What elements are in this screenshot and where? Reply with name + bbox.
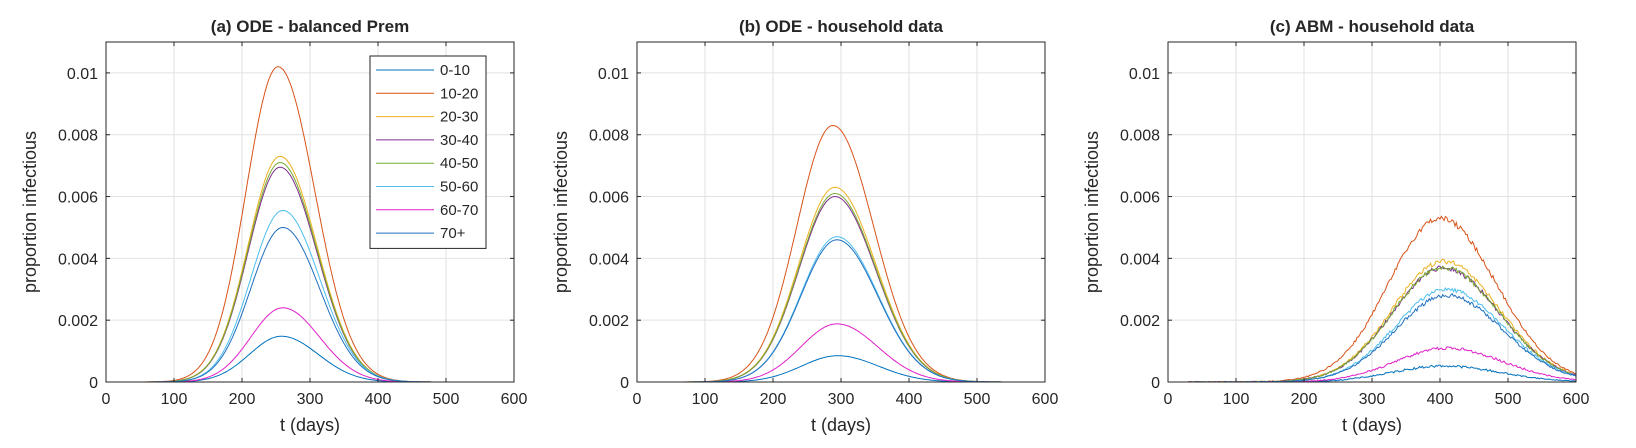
- legend-label-5: 40-50: [440, 155, 478, 172]
- legend-box: [369, 55, 487, 249]
- x-tick-label: 100: [1223, 391, 1250, 408]
- x-axis-label: t (days): [811, 415, 871, 435]
- y-tick-label: 0.004: [589, 251, 629, 268]
- y-tick-label: 0.008: [58, 128, 98, 145]
- chart-title: (a) ODE - balanced Prem: [211, 17, 409, 36]
- x-axis-label: t (days): [280, 415, 340, 435]
- y-tick-label: 0.006: [58, 190, 98, 207]
- x-tick-label: 500: [964, 391, 991, 408]
- x-tick-label: 500: [1495, 391, 1522, 408]
- x-tick-label: 0: [102, 391, 111, 408]
- x-tick-label: 100: [161, 391, 188, 408]
- legend-label-6: 50-60: [440, 179, 478, 196]
- x-tick-label: 200: [1291, 391, 1318, 408]
- legend-label-2: 10-20: [440, 85, 478, 102]
- y-tick-label: 0.008: [589, 128, 629, 145]
- legend-label-7: 60-70: [440, 202, 478, 219]
- y-tick-label: 0.002: [58, 313, 98, 330]
- y-tick-label: 0.006: [589, 190, 629, 207]
- y-axis-label: proportion infectious: [551, 131, 571, 293]
- y-axis-label: proportion infectious: [20, 131, 40, 293]
- y-tick-label: 0.004: [58, 251, 98, 268]
- x-tick-label: 0: [1164, 391, 1173, 408]
- chart-panel-3: 0 100 200 300 400 500 600 0 0.002 0.004 0.006 0.008…: [1082, 17, 1589, 435]
- y-tick-label: 0.008: [1120, 128, 1160, 145]
- x-tick-label: 600: [1032, 391, 1059, 408]
- y-tick-label: 0.004: [1120, 251, 1160, 268]
- y-tick-label: 0.002: [1120, 313, 1160, 330]
- x-tick-label: 200: [760, 391, 787, 408]
- x-tick-label: 500: [433, 391, 460, 408]
- x-tick-label: 400: [896, 391, 923, 408]
- y-tick-label: 0.01: [1129, 66, 1160, 83]
- chart-panel-1: 0 100 200 300 400 500 600 0 0.002 0.004 0.006 0.008…: [20, 17, 527, 435]
- x-tick-label: 200: [229, 391, 256, 408]
- legend-label-8: 70+: [440, 225, 466, 242]
- x-tick-label: 600: [1563, 391, 1590, 408]
- legend: 0-10 10-20 20-30 30-40 40-50 50-60 60-70 70+: [369, 55, 487, 249]
- x-tick-label: 0: [633, 391, 642, 408]
- chart-title: (c) ABM - household data: [1270, 17, 1475, 36]
- legend-label-4: 30-40: [440, 132, 478, 149]
- y-tick-label: 0.006: [1120, 190, 1160, 207]
- x-tick-label: 300: [297, 391, 324, 408]
- y-tick-label: 0.002: [589, 313, 629, 330]
- legend-label-3: 20-30: [440, 109, 478, 126]
- y-tick-label: 0: [89, 375, 98, 392]
- x-tick-label: 400: [365, 391, 392, 408]
- x-tick-label: 300: [1359, 391, 1386, 408]
- y-axis-label: proportion infectious: [1082, 131, 1102, 293]
- y-tick-label: 0: [620, 375, 629, 392]
- y-tick-label: 0.01: [67, 66, 98, 83]
- x-tick-label: 300: [828, 391, 855, 408]
- chart-panel-2: 0 100 200 300 400 500 600 0 0.002 0.004 0.006 0.008…: [551, 17, 1058, 435]
- x-axis-label: t (days): [1342, 415, 1402, 435]
- x-tick-label: 600: [501, 391, 528, 408]
- x-tick-label: 100: [692, 391, 719, 408]
- chart-title: (b) ODE - household data: [739, 17, 944, 36]
- x-tick-label: 400: [1427, 391, 1454, 408]
- legend-label-1: 0-10: [440, 62, 470, 79]
- y-tick-label: 0: [1151, 375, 1160, 392]
- y-tick-label: 0.01: [598, 66, 629, 83]
